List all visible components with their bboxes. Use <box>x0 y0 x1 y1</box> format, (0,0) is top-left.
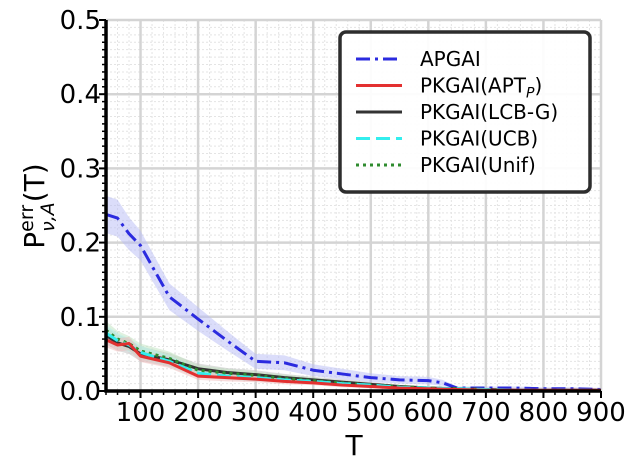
legend-frame <box>338 30 592 194</box>
y-tick-label: 0.4 <box>60 80 101 110</box>
x-tick-label: 400 <box>288 398 338 428</box>
series-line <box>105 334 601 392</box>
legend-label: APGAI <box>420 47 481 71</box>
y-axis-ticks: 0.0 0.1 0.2 0.3 0.4 0.5 <box>60 6 106 407</box>
legend-label: PKGAI(APTP) <box>420 74 542 102</box>
x-tick-label: 200 <box>173 398 223 428</box>
y-axis-title-base: P <box>18 232 51 249</box>
y-tick-label: 0.3 <box>60 154 101 184</box>
x-tick-label: 800 <box>519 398 569 428</box>
x-tick-label: 600 <box>404 398 454 428</box>
svg-text:Perrν,A(T): Perrν,A(T) <box>16 163 59 248</box>
x-tick-label: 100 <box>116 398 166 428</box>
x-axis-title: T <box>344 429 363 462</box>
y-tick-label: 0.2 <box>60 229 101 259</box>
x-axis-ticks: 100 200 300 400 500 600 700 800 900 <box>105 391 626 428</box>
x-tick-label: 900 <box>576 398 626 428</box>
y-axis-title-arg: (T) <box>18 163 51 202</box>
y-tick-label: 0.1 <box>60 303 101 333</box>
legend-label: PKGAI(Unif) <box>420 153 536 177</box>
series-line <box>105 212 602 392</box>
x-tick-label: 300 <box>231 398 281 428</box>
legend-label: PKGAI(UCB) <box>420 127 538 151</box>
x-tick-label: 500 <box>346 398 396 428</box>
y-axis-title-sub: ν,A <box>37 202 59 232</box>
y-tick-label: 0.0 <box>60 377 101 407</box>
y-axis-title-sup: err <box>16 205 38 232</box>
x-tick-label: 700 <box>461 398 511 428</box>
legend-label: PKGAI(LCB-G) <box>420 100 558 124</box>
y-axis-title: Perrν,A(T) <box>16 163 59 248</box>
y-tick-label: 0.5 <box>60 6 101 36</box>
legend: APGAI PKGAI(APTP)PKGAI(LCB-G) PKGAI(UCB)PK… <box>338 30 592 194</box>
